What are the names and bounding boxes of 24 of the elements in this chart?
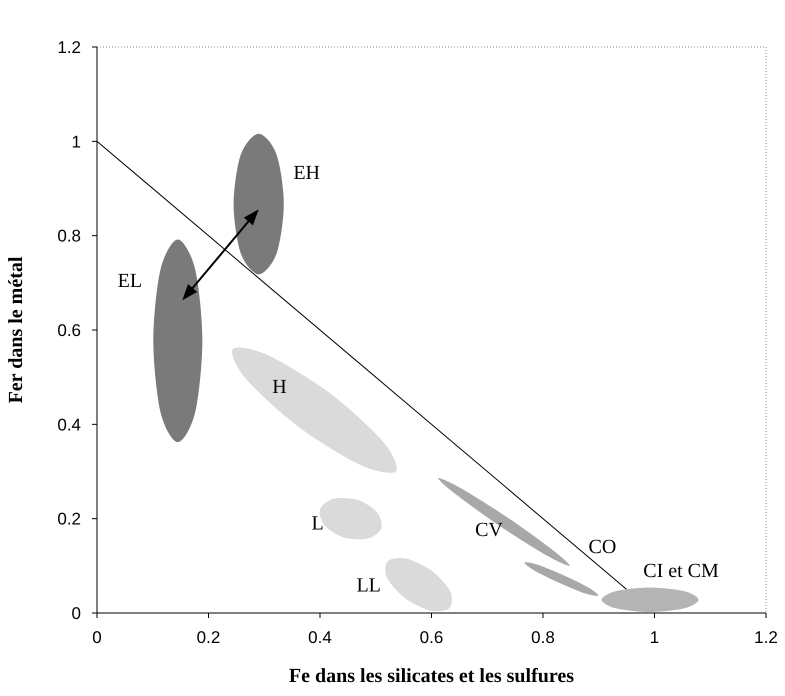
y-tick-label: 0: [72, 604, 81, 623]
x-tick-label: 1.2: [754, 628, 778, 647]
y-tick-label: 1.2: [57, 38, 81, 57]
series-label: H: [272, 376, 287, 398]
y-tick-label: 1: [72, 132, 81, 152]
series-label: EH: [293, 162, 320, 184]
x-tick-label: 0.2: [196, 628, 220, 647]
y-tick-label: 0.6: [57, 320, 81, 340]
series-label: LL: [356, 574, 381, 597]
series-label: CO: [588, 536, 616, 558]
series-label: CI et CM: [643, 560, 720, 582]
x-tick-label: 0.4: [308, 628, 332, 647]
y-tick-label: 0.2: [57, 510, 81, 529]
y-tick-label: 0.4: [57, 415, 81, 434]
y-tick-label: 0.8: [57, 226, 81, 246]
x-tick-label: 0.6: [420, 628, 444, 647]
series-label: CV: [475, 518, 504, 541]
x-tick-label: 1: [650, 628, 660, 647]
x-tick-label: 0: [92, 628, 102, 647]
y-axis-title: Fer dans le métal: [5, 256, 27, 404]
x-axis-title: Fe dans les silicates et les sulfures: [288, 665, 574, 687]
series-label: EL: [118, 270, 142, 292]
x-tick-label: 0.8: [531, 628, 555, 647]
series-label: L: [312, 512, 324, 535]
